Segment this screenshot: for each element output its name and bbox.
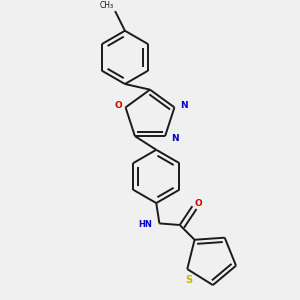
Text: N: N	[171, 134, 178, 143]
Text: S: S	[185, 275, 192, 285]
Text: N: N	[180, 101, 188, 110]
Text: O: O	[114, 101, 122, 110]
Text: CH₃: CH₃	[100, 2, 114, 10]
Text: O: O	[195, 199, 203, 208]
Text: HN: HN	[139, 220, 152, 230]
